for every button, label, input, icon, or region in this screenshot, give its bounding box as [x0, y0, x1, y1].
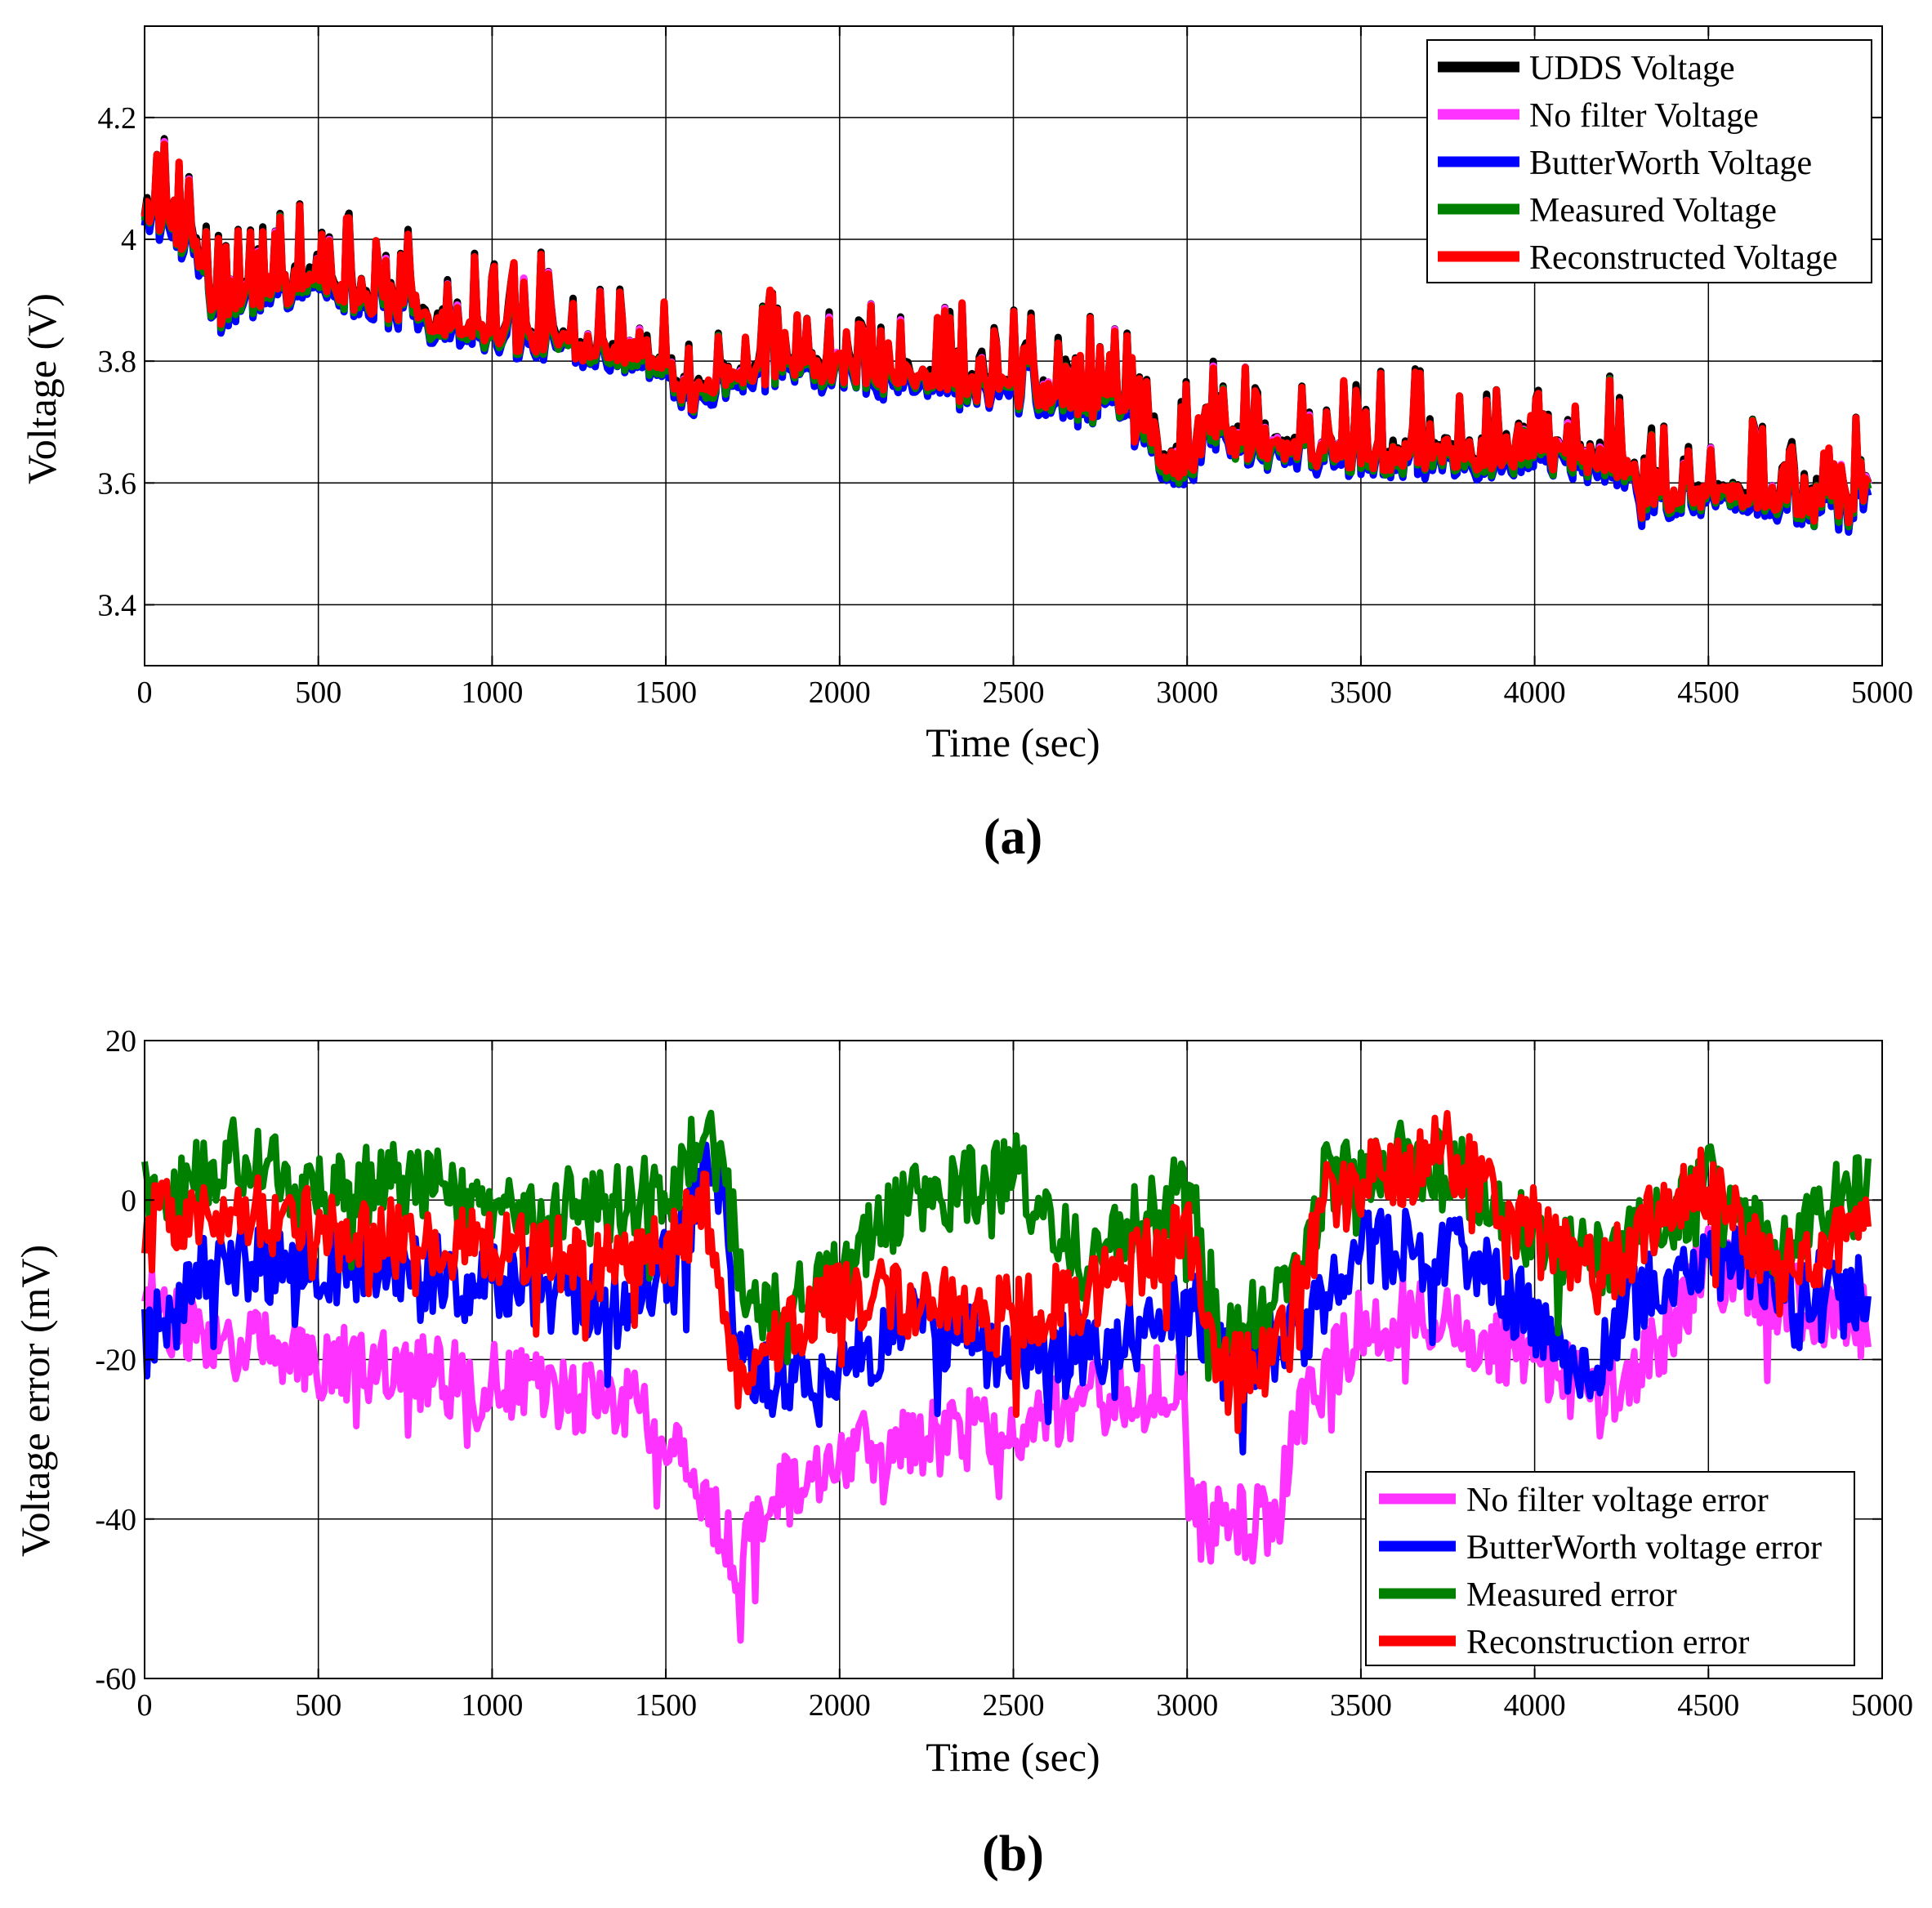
series-line-butterworth-voltage-error — [141, 1141, 1872, 1456]
chart-b-y-axis-label: Voltage error (mV) — [12, 1245, 58, 1557]
chart-a-series-group — [141, 135, 1872, 536]
y-tick-label: 4.2 — [98, 101, 137, 136]
chart-a-y-ticks: 3.4 3.6 3.8 4 4.2 — [98, 101, 1882, 622]
y-tick-label: -20 — [95, 1344, 136, 1378]
x-tick-label: 3500 — [1330, 675, 1392, 710]
x-tick-label: 4500 — [1677, 675, 1739, 710]
series-line-measured-error — [141, 1109, 1872, 1391]
chart-a-panel-label: (a) — [984, 809, 1042, 865]
x-tick-label: 5000 — [1851, 675, 1913, 710]
chart-b-series-group — [141, 1109, 1872, 1644]
series-line-reconstructed-voltage — [141, 140, 1872, 527]
x-tick-label: 2500 — [983, 675, 1045, 710]
y-tick-label: 3.8 — [98, 345, 137, 379]
legend-entry-label: No filter Voltage — [1529, 97, 1759, 135]
chart-b-x-ticks: 0 500 1000 1500 2000 2500 3000 3500 4000 4500 5000 — [137, 1041, 1913, 1723]
legend-entry-label: ButterWorth voltage error — [1466, 1529, 1822, 1567]
chart-b-legend: No filter voltage error ButterWorth volt… — [1365, 1471, 1855, 1666]
y-tick-label: -60 — [95, 1662, 136, 1696]
y-tick-label: 3.6 — [98, 466, 137, 501]
legend-entry-label: Reconstructed Voltage — [1529, 239, 1838, 277]
chart-b-panel-label: (b) — [982, 1826, 1044, 1882]
legend-entry-label: UDDS Voltage — [1529, 50, 1735, 87]
x-tick-label: 1500 — [635, 675, 697, 710]
chart-a-x-ticks: 0 500 1000 1500 2000 2500 3000 3500 4000 4500 5000 — [137, 26, 1913, 710]
x-tick-label: 1000 — [461, 675, 523, 710]
x-tick-label: 3000 — [1156, 675, 1218, 710]
x-tick-label: 4500 — [1677, 1688, 1739, 1723]
chart-a-y-axis-label: Voltage (V) — [19, 293, 65, 484]
x-tick-label: 2000 — [809, 675, 871, 710]
x-tick-label: 1000 — [461, 1688, 523, 1723]
x-tick-label: 4000 — [1504, 1688, 1566, 1723]
x-tick-label: 4000 — [1504, 675, 1566, 710]
chart-b-y-ticks: -60 -40 -20 0 20 — [95, 1024, 1882, 1696]
y-tick-label: -40 — [95, 1503, 136, 1537]
x-tick-label: 1500 — [635, 1688, 697, 1723]
series-line-reconstruction-error — [141, 1109, 1872, 1434]
chart-panel-b: 0 500 1000 1500 2000 2500 3000 3500 4000 4500 5000… — [12, 1024, 1913, 1882]
x-tick-label: 500 — [295, 675, 341, 710]
chart-panel-a: 0 500 1000 1500 2000 2500 3000 3500 4000 4500 5000… — [19, 25, 1913, 865]
legend-entry-label: Measured error — [1466, 1576, 1677, 1614]
legend-entry-label: Reconstruction error — [1466, 1624, 1749, 1661]
legend-entry-label: ButterWorth Voltage — [1529, 145, 1812, 182]
x-tick-label: 0 — [137, 1688, 153, 1723]
y-tick-label: 4 — [121, 223, 136, 257]
legend-entry-label: No filter voltage error — [1466, 1482, 1769, 1519]
y-tick-label: 20 — [105, 1024, 136, 1059]
x-tick-label: 5000 — [1851, 1688, 1913, 1723]
y-tick-label: 0 — [121, 1184, 136, 1218]
y-tick-label: 3.4 — [98, 588, 137, 622]
x-tick-label: 3000 — [1156, 1688, 1218, 1723]
x-tick-label: 500 — [295, 1688, 341, 1723]
chart-a-x-axis-label: Time (sec) — [926, 720, 1100, 765]
x-tick-label: 0 — [137, 675, 153, 710]
x-tick-label: 3500 — [1330, 1688, 1392, 1723]
legend-entry-label: Measured Voltage — [1529, 192, 1777, 230]
x-tick-label: 2000 — [809, 1688, 871, 1723]
x-tick-label: 2500 — [983, 1688, 1045, 1723]
chart-b-x-axis-label: Time (sec) — [926, 1734, 1100, 1780]
chart-a-legend: UDDS Voltage No filter Voltage ButterWor… — [1426, 39, 1872, 283]
